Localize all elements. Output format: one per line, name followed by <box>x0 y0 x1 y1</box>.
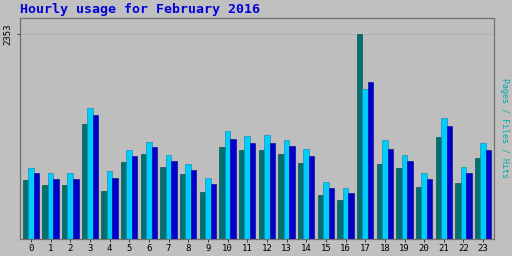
Bar <box>304 150 309 239</box>
Bar <box>200 192 205 239</box>
Bar <box>446 126 452 239</box>
Bar <box>28 168 34 239</box>
Bar <box>357 34 362 239</box>
Bar <box>87 109 93 239</box>
Bar <box>343 188 348 239</box>
Bar <box>362 89 368 239</box>
Bar <box>180 174 185 239</box>
Bar <box>279 154 284 239</box>
Bar <box>34 173 39 239</box>
Bar <box>48 173 53 239</box>
Bar <box>407 161 413 239</box>
Bar <box>480 143 486 239</box>
Bar <box>146 142 152 239</box>
Bar <box>185 164 191 239</box>
Bar <box>323 182 329 239</box>
Bar <box>81 124 87 239</box>
Bar <box>121 162 126 239</box>
Bar <box>317 195 323 239</box>
Bar <box>205 178 210 239</box>
Bar <box>284 140 289 239</box>
Bar <box>107 171 112 239</box>
Bar <box>388 149 393 239</box>
Bar <box>152 147 157 239</box>
Bar <box>421 173 427 239</box>
Bar <box>396 168 402 239</box>
Bar <box>416 187 421 239</box>
Bar <box>53 179 59 239</box>
Bar <box>166 155 172 239</box>
Bar <box>244 136 250 239</box>
Bar <box>466 173 472 239</box>
Bar <box>73 179 78 239</box>
Bar <box>219 147 225 239</box>
Bar <box>402 155 407 239</box>
Bar <box>337 200 343 239</box>
Bar <box>132 156 138 239</box>
Bar <box>210 184 216 239</box>
Bar <box>172 161 177 239</box>
Bar <box>259 150 264 239</box>
Bar <box>377 164 382 239</box>
Bar <box>141 154 146 239</box>
Bar <box>368 82 373 239</box>
Y-axis label: Pages / Files / Hits: Pages / Files / Hits <box>500 79 508 178</box>
Bar <box>264 135 270 239</box>
Bar <box>126 150 132 239</box>
Bar <box>455 183 461 239</box>
Bar <box>486 150 492 239</box>
Bar <box>270 143 275 239</box>
Bar <box>93 115 98 239</box>
Bar <box>382 140 388 239</box>
Bar <box>230 139 236 239</box>
Bar <box>329 188 334 239</box>
Bar <box>348 193 354 239</box>
Bar <box>461 167 466 239</box>
Bar <box>441 118 446 239</box>
Bar <box>475 158 480 239</box>
Bar <box>427 179 433 239</box>
Text: Hourly usage for February 2016: Hourly usage for February 2016 <box>20 4 260 16</box>
Bar <box>191 169 197 239</box>
Bar <box>68 173 73 239</box>
Bar <box>298 163 304 239</box>
Bar <box>23 180 28 239</box>
Bar <box>309 156 314 239</box>
Bar <box>160 167 166 239</box>
Bar <box>62 185 68 239</box>
Bar <box>112 178 118 239</box>
Bar <box>101 190 107 239</box>
Bar <box>239 150 244 239</box>
Bar <box>225 131 230 239</box>
Bar <box>436 137 441 239</box>
Bar <box>42 185 48 239</box>
Bar <box>250 143 255 239</box>
Bar <box>289 146 295 239</box>
